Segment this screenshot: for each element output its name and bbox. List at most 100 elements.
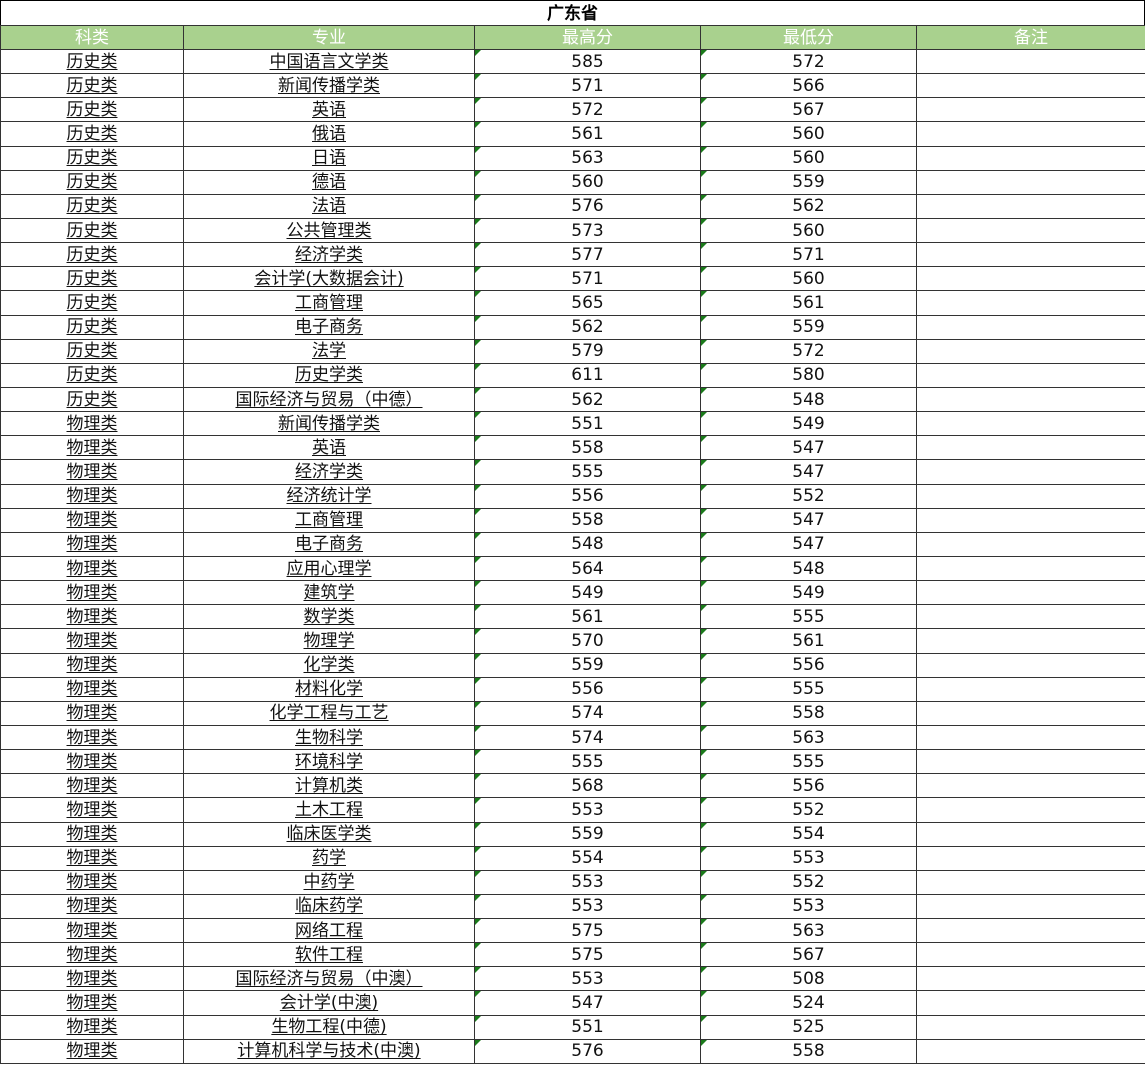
- max-score-cell[interactable]: 558: [474, 507, 701, 533]
- major-cell[interactable]: 电子商务: [183, 314, 475, 340]
- min-score-cell[interactable]: 553: [700, 893, 917, 920]
- min-score-cell[interactable]: 525: [700, 1014, 917, 1040]
- max-score-cell[interactable]: 555: [474, 749, 701, 775]
- max-score-cell[interactable]: 551: [474, 411, 701, 437]
- min-score-cell[interactable]: 549: [700, 580, 917, 606]
- remarks-cell[interactable]: [916, 966, 1145, 992]
- max-score-cell[interactable]: 559: [474, 821, 701, 847]
- category-cell[interactable]: 物理类: [0, 507, 184, 533]
- major-cell[interactable]: 软件工程: [183, 942, 475, 968]
- max-score-cell[interactable]: 562: [474, 386, 701, 413]
- min-score-cell[interactable]: 552: [700, 483, 917, 509]
- min-score-cell[interactable]: 580: [700, 362, 917, 388]
- min-score-cell[interactable]: 567: [700, 942, 917, 968]
- major-cell[interactable]: 药学: [183, 845, 475, 871]
- major-cell[interactable]: 国际经济与贸易（中澳）: [183, 966, 475, 992]
- max-score-cell[interactable]: 568: [474, 773, 701, 799]
- major-cell[interactable]: 物理学: [183, 628, 475, 654]
- remarks-cell[interactable]: [916, 121, 1145, 147]
- min-score-cell[interactable]: 560: [700, 217, 917, 244]
- major-cell[interactable]: 经济统计学: [183, 483, 475, 509]
- max-score-cell[interactable]: 553: [474, 869, 701, 895]
- category-cell[interactable]: 历史类: [0, 169, 184, 195]
- remarks-cell[interactable]: [916, 459, 1145, 485]
- remarks-cell[interactable]: [916, 628, 1145, 654]
- remarks-cell[interactable]: [916, 290, 1145, 316]
- category-cell[interactable]: 历史类: [0, 314, 184, 340]
- remarks-cell[interactable]: [916, 169, 1145, 195]
- category-cell[interactable]: 物理类: [0, 797, 184, 823]
- min-score-cell[interactable]: 552: [700, 869, 917, 895]
- category-cell[interactable]: 物理类: [0, 869, 184, 895]
- min-score-cell[interactable]: 548: [700, 386, 917, 413]
- major-cell[interactable]: 应用心理学: [183, 555, 475, 582]
- min-score-cell[interactable]: 572: [700, 338, 917, 364]
- remarks-cell[interactable]: [916, 314, 1145, 340]
- category-cell[interactable]: 物理类: [0, 942, 184, 968]
- category-cell[interactable]: 物理类: [0, 531, 184, 557]
- major-cell[interactable]: 建筑学: [183, 580, 475, 606]
- major-cell[interactable]: 法学: [183, 338, 475, 364]
- min-score-cell[interactable]: 556: [700, 652, 917, 678]
- major-cell[interactable]: 经济学类: [183, 459, 475, 485]
- max-score-cell[interactable]: 579: [474, 338, 701, 364]
- remarks-cell[interactable]: [916, 700, 1145, 726]
- category-cell[interactable]: 物理类: [0, 652, 184, 678]
- remarks-cell[interactable]: [916, 97, 1145, 123]
- max-score-cell[interactable]: 572: [474, 97, 701, 123]
- max-score-cell[interactable]: 562: [474, 314, 701, 340]
- max-score-cell[interactable]: 556: [474, 483, 701, 509]
- remarks-cell[interactable]: [916, 773, 1145, 799]
- min-score-cell[interactable]: 555: [700, 676, 917, 702]
- max-score-cell[interactable]: 556: [474, 676, 701, 702]
- max-score-cell[interactable]: 611: [474, 362, 701, 388]
- min-score-cell[interactable]: 552: [700, 797, 917, 823]
- max-score-cell[interactable]: 553: [474, 966, 701, 992]
- category-cell[interactable]: 物理类: [0, 700, 184, 726]
- min-score-cell[interactable]: 547: [700, 531, 917, 557]
- min-score-cell[interactable]: 554: [700, 821, 917, 847]
- min-score-cell[interactable]: 508: [700, 966, 917, 992]
- category-cell[interactable]: 历史类: [0, 97, 184, 123]
- category-cell[interactable]: 历史类: [0, 145, 184, 171]
- category-cell[interactable]: 历史类: [0, 121, 184, 147]
- max-score-cell[interactable]: 570: [474, 628, 701, 654]
- min-score-cell[interactable]: 571: [700, 242, 917, 268]
- major-cell[interactable]: 英语: [183, 97, 475, 123]
- major-cell[interactable]: 日语: [183, 145, 475, 171]
- category-cell[interactable]: 物理类: [0, 773, 184, 799]
- remarks-cell[interactable]: [916, 580, 1145, 606]
- remarks-cell[interactable]: [916, 411, 1145, 437]
- category-cell[interactable]: 物理类: [0, 459, 184, 485]
- major-cell[interactable]: 化学工程与工艺: [183, 700, 475, 726]
- remarks-cell[interactable]: [916, 217, 1145, 244]
- min-score-cell[interactable]: 558: [700, 700, 917, 726]
- min-score-cell[interactable]: 567: [700, 97, 917, 123]
- max-score-cell[interactable]: 571: [474, 266, 701, 292]
- column-header-max-score[interactable]: 最高分: [474, 25, 701, 50]
- category-cell[interactable]: 历史类: [0, 362, 184, 388]
- major-cell[interactable]: 经济学类: [183, 242, 475, 268]
- min-score-cell[interactable]: 560: [700, 145, 917, 171]
- remarks-cell[interactable]: [916, 797, 1145, 823]
- max-score-cell[interactable]: 571: [474, 73, 701, 99]
- max-score-cell[interactable]: 554: [474, 845, 701, 871]
- max-score-cell[interactable]: 574: [474, 700, 701, 726]
- max-score-cell[interactable]: 576: [474, 1038, 701, 1064]
- category-cell[interactable]: 物理类: [0, 628, 184, 654]
- major-cell[interactable]: 新闻传播学类: [183, 73, 475, 99]
- category-cell[interactable]: 历史类: [0, 73, 184, 99]
- min-score-cell[interactable]: 559: [700, 169, 917, 195]
- remarks-cell[interactable]: [916, 483, 1145, 509]
- min-score-cell[interactable]: 559: [700, 314, 917, 340]
- category-cell[interactable]: 历史类: [0, 217, 184, 244]
- min-score-cell[interactable]: 547: [700, 507, 917, 533]
- major-cell[interactable]: 电子商务: [183, 531, 475, 557]
- category-cell[interactable]: 物理类: [0, 724, 184, 751]
- category-cell[interactable]: 物理类: [0, 749, 184, 775]
- max-score-cell[interactable]: 576: [474, 193, 701, 219]
- min-score-cell[interactable]: 561: [700, 628, 917, 654]
- category-cell[interactable]: 历史类: [0, 193, 184, 219]
- min-score-cell[interactable]: 524: [700, 990, 917, 1016]
- major-cell[interactable]: 环境科学: [183, 749, 475, 775]
